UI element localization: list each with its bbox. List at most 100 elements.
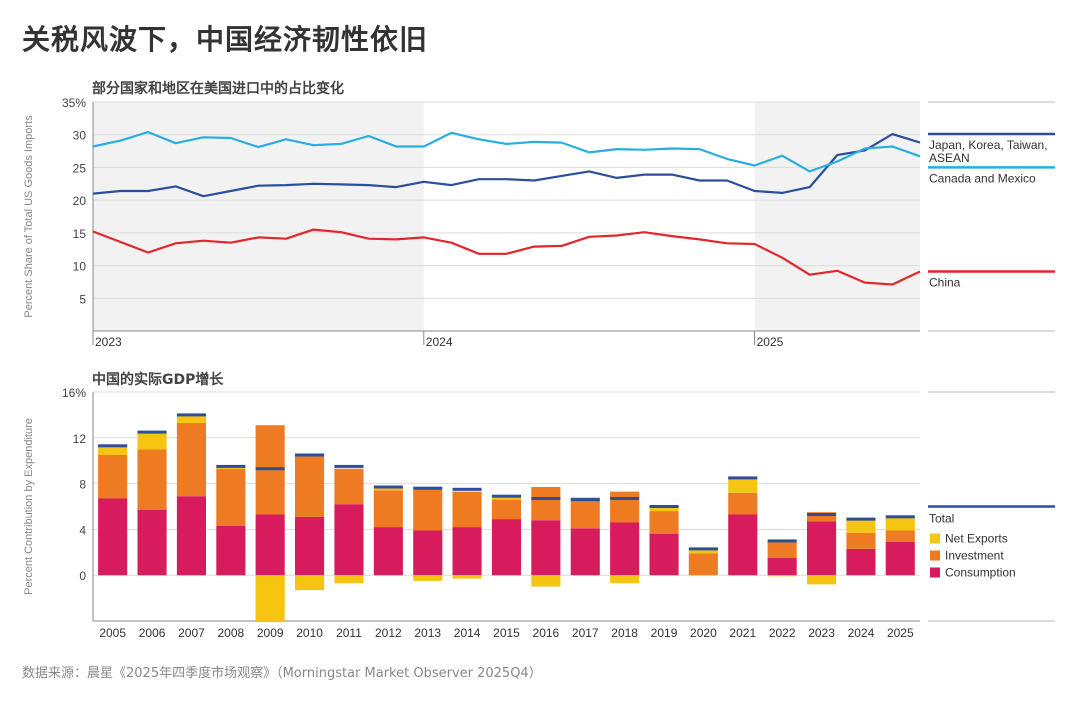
bar-ytick-label: 16%: [62, 386, 86, 400]
legend-label-net_exports: Net Exports: [945, 532, 1008, 546]
line-ytick-label: 30: [73, 129, 87, 143]
bar-net_exports-2011: [334, 575, 364, 584]
bar-net_exports-2020: [688, 550, 718, 554]
line-xtick-label: 2025: [757, 335, 784, 349]
total-marker-2019: [649, 505, 679, 508]
legend-swatch-investment: [930, 550, 940, 561]
bar-net_exports-2009: [255, 575, 285, 623]
bar-xtick-label: 2025: [887, 626, 914, 640]
series-line-canada_mexico: [92, 131, 921, 173]
bar-consumption-2018: [610, 522, 640, 576]
bar-xtick-label: 2010: [296, 626, 323, 640]
bar-consumption-2010: [295, 516, 325, 576]
bar-consumption-2019: [649, 534, 679, 576]
bar-investment-2006: [137, 449, 167, 510]
bar-consumption-2024: [846, 548, 876, 576]
bar-xtick-label: 2006: [139, 626, 166, 640]
bar-investment-2016: [531, 487, 561, 521]
legend-label-investment: Investment: [945, 549, 1004, 563]
bar-investment-2024: [846, 532, 876, 549]
total-marker-2017: [570, 498, 600, 502]
bar-investment-2019: [649, 511, 679, 534]
bar-ytick-label: 12: [73, 432, 87, 446]
bar-net_exports-2023: [807, 575, 837, 585]
bar-net_exports-2021: [728, 476, 758, 493]
total-marker-2011: [334, 464, 364, 468]
series-line-asia: [92, 133, 921, 198]
legend-swatch-net_exports: [930, 533, 940, 544]
bar-investment-2014: [452, 491, 482, 528]
legend-label-canada_mexico: Canada and Mexico: [929, 171, 1036, 185]
bar-investment-2007: [176, 422, 206, 497]
line-ytick-label: 25: [73, 161, 87, 175]
line-chart-title: 部分国家和地区在美国进口中的占比变化: [92, 81, 344, 97]
legend-label-consumption: Consumption: [945, 566, 1016, 580]
bar-consumption-2016: [531, 520, 561, 576]
bar-ytick-label: 4: [79, 523, 86, 537]
bar-investment-2021: [728, 492, 758, 515]
bar-investment-2015: [491, 499, 521, 520]
line-ytick-label: 10: [73, 260, 87, 274]
bar-consumption-2023: [807, 521, 837, 576]
series-line-china: [92, 228, 921, 286]
bar-net_exports-2012: [373, 487, 403, 491]
bar-investment-2023: [807, 512, 837, 522]
total-marker-2022: [767, 539, 797, 543]
bar-xtick-label: 2016: [533, 626, 560, 640]
bar-consumption-2007: [176, 496, 206, 576]
bar-net_exports-2007: [176, 413, 206, 423]
bar-consumption-2017: [570, 528, 600, 576]
bar-xtick-label: 2011: [336, 626, 362, 640]
bar-investment-2011: [334, 468, 364, 505]
bar-xtick-label: 2015: [493, 626, 520, 640]
bar-consumption-2013: [413, 530, 443, 576]
bar-investment-2005: [98, 455, 128, 499]
page-title: 关税风波下，中国经济韧性依旧: [22, 23, 429, 56]
bar-investment-2010: [295, 453, 325, 517]
bar-consumption-2014: [452, 527, 482, 576]
bar-net_exports-2015: [491, 496, 521, 500]
bar-net_exports-2005: [98, 445, 128, 455]
legend-label-asia: Japan, Korea, Taiwan,: [929, 138, 1048, 152]
total-marker-2007: [176, 413, 206, 417]
total-marker-2021: [728, 476, 758, 480]
total-marker-2014: [452, 487, 482, 491]
bar-investment-2008: [216, 468, 246, 526]
bar-xtick-label: 2019: [651, 626, 678, 640]
bar-net_exports-2018: [610, 575, 640, 584]
bar-consumption-2012: [373, 527, 403, 576]
bar-net_exports-2024: [846, 519, 876, 533]
bar-xtick-label: 2008: [217, 626, 244, 640]
bar-xtick-label: 2022: [769, 626, 796, 640]
total-marker-2015: [491, 494, 521, 498]
bar-consumption-2015: [491, 519, 521, 576]
legend-label-total: Total: [929, 512, 954, 526]
total-marker-2024: [846, 517, 876, 521]
line-xtick-label: 2023: [95, 335, 122, 349]
bar-xtick-label: 2009: [257, 626, 284, 640]
line-y-axis-label: Percent Share of Total US Goods Imports: [23, 115, 35, 318]
bar-consumption-2021: [728, 514, 758, 576]
total-marker-2009: [255, 467, 285, 471]
total-marker-2018: [610, 497, 640, 500]
bar-net_exports-2010: [295, 575, 325, 591]
bar-xtick-label: 2021: [729, 626, 756, 640]
legend-label-asia: ASEAN: [929, 151, 970, 165]
bar-net_exports-2016: [531, 575, 561, 587]
bar-xtick-label: 2014: [454, 626, 481, 640]
total-marker-2005: [98, 444, 128, 448]
line-xtick-label: 2024: [426, 335, 453, 349]
bar-y-axis-label: Percent Contribution by Expenditure: [23, 418, 35, 595]
legend-swatch-consumption: [930, 567, 940, 578]
shaded-band-0: [93, 102, 424, 331]
bar-investment-2012: [373, 490, 403, 528]
bar-xtick-label: 2018: [611, 626, 638, 640]
line-ytick-label: 5: [79, 292, 86, 306]
bar-xtick-label: 2007: [178, 626, 205, 640]
bar-investment-2013: [413, 489, 443, 531]
bar-investment-2022: [767, 540, 797, 559]
bar-net_exports-2025: [885, 516, 915, 531]
bar-investment-2025: [885, 530, 915, 542]
bar-consumption-2022: [767, 558, 797, 576]
